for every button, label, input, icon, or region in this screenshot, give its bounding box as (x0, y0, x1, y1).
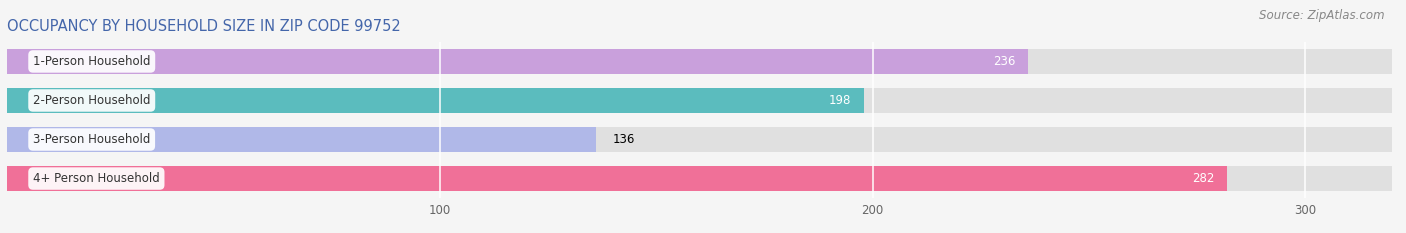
Text: 3-Person Household: 3-Person Household (32, 133, 150, 146)
Bar (7, 88, 1392, 113)
Bar (7, 88, 863, 113)
Bar (7, 127, 596, 152)
Text: 236: 236 (993, 55, 1015, 68)
Text: 4+ Person Household: 4+ Person Household (32, 172, 160, 185)
Bar (7, 49, 1392, 74)
Bar (7, 49, 1028, 74)
Text: 1-Person Household: 1-Person Household (32, 55, 150, 68)
Text: 198: 198 (828, 94, 851, 107)
Bar (7, 127, 1392, 152)
Text: 136: 136 (613, 133, 636, 146)
Text: 2-Person Household: 2-Person Household (32, 94, 150, 107)
Text: Source: ZipAtlas.com: Source: ZipAtlas.com (1260, 9, 1385, 22)
Text: 282: 282 (1192, 172, 1215, 185)
Text: OCCUPANCY BY HOUSEHOLD SIZE IN ZIP CODE 99752: OCCUPANCY BY HOUSEHOLD SIZE IN ZIP CODE … (7, 19, 401, 34)
Bar (7, 166, 1227, 191)
Bar (7, 166, 1392, 191)
